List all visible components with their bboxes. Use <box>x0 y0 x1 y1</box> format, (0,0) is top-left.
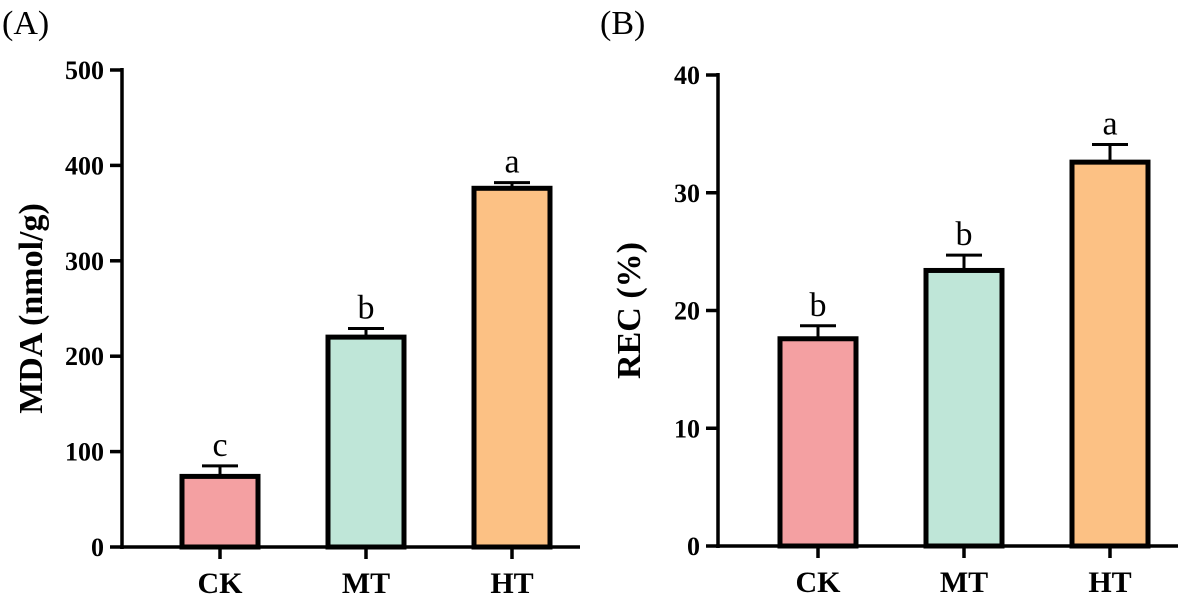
y-tick-label: 40 <box>674 61 700 90</box>
bar-ht <box>471 185 553 550</box>
y-tick-label: 30 <box>674 179 700 208</box>
bar-ck <box>777 336 859 549</box>
y-axis-title: REC (%) <box>611 242 648 379</box>
y-axis-title: MDA (nmol/g) <box>13 203 50 414</box>
significance-letter: b <box>810 287 827 324</box>
x-tick-label: CK <box>198 567 244 600</box>
y-tick-label: 200 <box>65 342 104 371</box>
x-tick-label: MT <box>940 566 988 599</box>
significance-letter: b <box>358 290 375 327</box>
y-tick-label: 20 <box>674 297 700 326</box>
x-tick-label: HT <box>490 567 533 600</box>
bar-mt <box>923 267 1005 549</box>
y-tick-label: 100 <box>65 438 104 467</box>
y-tick-label: 500 <box>65 56 104 85</box>
panel-label: (A) <box>2 5 49 42</box>
y-tick-label: 400 <box>65 151 104 180</box>
bar-ck <box>179 473 261 550</box>
chart-panel-a: (A) 0 100 200 300 400 500 MDA (nmol/g) CK c MT b HT a <box>2 5 580 600</box>
bar-ht <box>1069 159 1151 549</box>
y-tick-label: 300 <box>65 247 104 276</box>
significance-letter: a <box>1102 105 1117 142</box>
x-tick-label: HT <box>1088 566 1131 599</box>
y-tick-label: 0 <box>91 533 104 562</box>
panel-label: (B) <box>600 5 645 42</box>
bar-mt <box>325 334 407 550</box>
significance-letter: b <box>956 216 973 253</box>
significance-letter: c <box>212 427 227 464</box>
x-tick-label: MT <box>342 567 390 600</box>
y-tick-label: 0 <box>687 532 700 561</box>
significance-letter: a <box>504 144 519 181</box>
x-tick-label: CK <box>796 566 842 599</box>
y-tick-label: 10 <box>674 414 700 443</box>
chart-panel-b: (B) 0 10 20 30 40 REC (%) CK b MT b HT a <box>600 5 1178 599</box>
